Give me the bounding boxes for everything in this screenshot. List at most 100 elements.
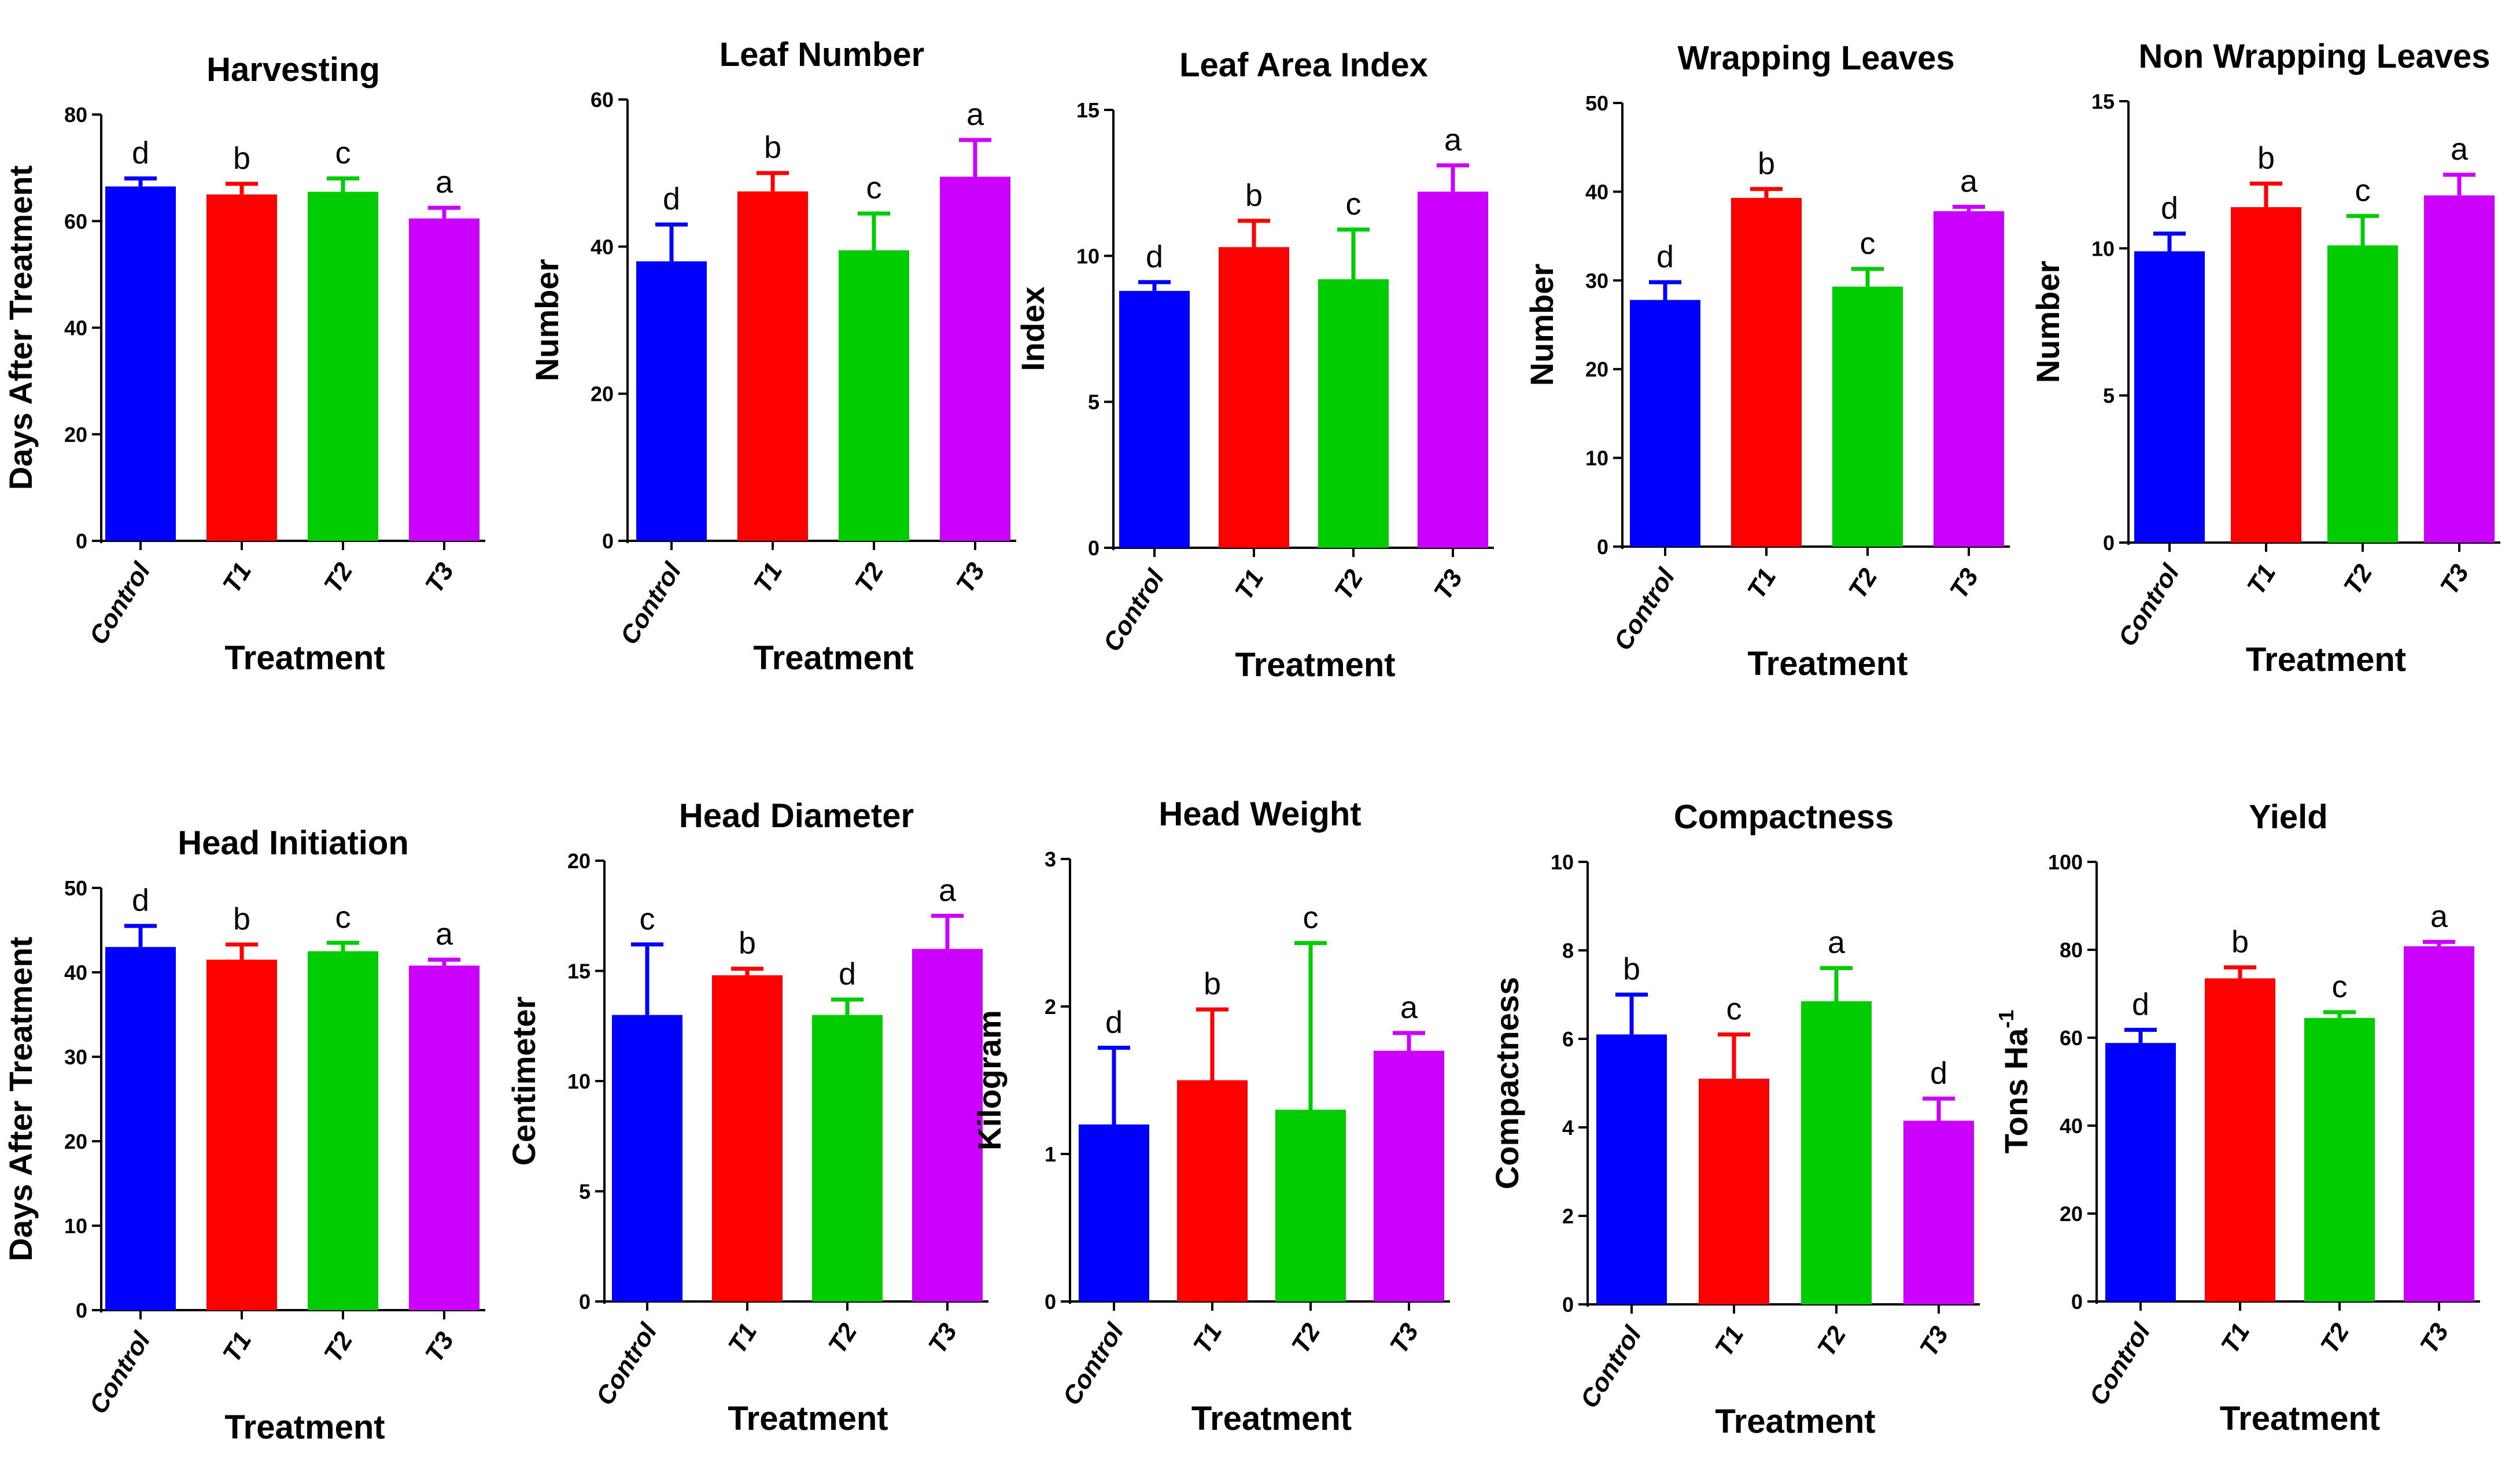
x-tick-label: Control — [1057, 1318, 1130, 1410]
significance-letter: a — [2430, 899, 2448, 934]
y-tick-label: 10 — [1585, 447, 1608, 470]
y-tick-label: 40 — [64, 961, 87, 984]
significance-letter: a — [1828, 925, 1846, 960]
bar-T1 — [206, 960, 277, 1310]
chart-panel-7: Head Weight 0 1 2 3 Kilogram d Control b T1 c T2 a T3… — [971, 795, 1450, 1437]
y-tick-label: 50 — [64, 876, 87, 900]
chart-panel-8: Compactness 0 2 4 6 8 10 Compactness b Control c T1… — [1489, 798, 1980, 1440]
y-axis-label: Compactness — [1489, 977, 1525, 1189]
x-axis-label: Treatment — [753, 639, 913, 677]
y-tick-label: 10 — [2091, 237, 2115, 260]
x-tick-label: T1 — [217, 1327, 257, 1367]
significance-letter: c — [335, 136, 351, 171]
y-axis-label: Tons Ha-1 — [1994, 1010, 2034, 1154]
bar-T2 — [308, 191, 378, 541]
x-tick-label: T2 — [2338, 559, 2378, 600]
x-axis-label: Treatment — [224, 1408, 385, 1446]
significance-letter: a — [436, 165, 453, 200]
chart-title: Head Weight — [1158, 795, 1361, 833]
significance-letter: b — [2257, 141, 2275, 175]
bar-T1 — [1177, 1080, 1248, 1301]
y-tick-label: 0 — [1088, 536, 1099, 560]
y-tick-label: 0 — [1045, 1290, 1056, 1314]
significance-letter: b — [1758, 146, 1775, 181]
bar-T3 — [2424, 195, 2495, 543]
bar-T2 — [2327, 245, 2398, 543]
y-tick-label: 30 — [64, 1045, 87, 1069]
y-tick-label: 10 — [64, 1214, 87, 1238]
significance-letter: c — [1860, 226, 1876, 261]
chart-panel-2: Leaf Area Index 0 5 10 15 Index d Control b T1 c T2… — [1014, 46, 1494, 684]
chart-title: Head Initiation — [178, 824, 409, 862]
y-tick-label: 15 — [567, 960, 591, 983]
x-tick-label: T2 — [823, 1318, 863, 1359]
y-tick-label: 5 — [2103, 384, 2115, 408]
chart-title: Wrapping Leaves — [1677, 39, 1954, 77]
y-tick-label: 20 — [2060, 1202, 2083, 1226]
y-tick-label: 40 — [591, 235, 614, 259]
significance-letter: d — [132, 136, 149, 171]
significance-letter: d — [2132, 987, 2149, 1022]
y-tick-label: 0 — [1597, 535, 1608, 559]
y-axis-label: Index — [1014, 286, 1051, 371]
bar-Control — [1630, 300, 1700, 547]
x-tick-label: T2 — [2315, 1318, 2355, 1359]
y-tick-label: 50 — [1585, 91, 1608, 115]
y-tick-label: 0 — [602, 529, 614, 553]
x-tick-label: T2 — [1329, 565, 1369, 605]
x-axis-label: Treatment — [224, 639, 385, 677]
chart-title: Leaf Number — [720, 36, 925, 73]
bar-Control — [2134, 251, 2205, 543]
bar-Control — [2105, 1043, 2176, 1301]
x-tick-label: T3 — [420, 558, 460, 598]
bar-T2 — [308, 951, 378, 1310]
bar-Control — [636, 261, 707, 541]
x-axis-label: Treatment — [2220, 1400, 2380, 1437]
x-tick-label: T1 — [1742, 563, 1782, 604]
bar-Control — [612, 1015, 682, 1301]
bar-T1 — [2231, 207, 2301, 543]
chart-panel-9: Yield 0 20 40 60 80 100 Tons Ha-1 d Control b T1 c T2… — [1994, 798, 2480, 1437]
x-tick-label: T1 — [217, 558, 257, 598]
chart-title: Yield — [2249, 798, 2327, 836]
y-tick-label: 2 — [1562, 1204, 1574, 1228]
bar-T3 — [1934, 211, 2004, 547]
significance-letter: a — [1444, 123, 1462, 157]
chart-panel-1: Leaf Number 0 20 40 60 Number d Control b T1 c T2 a T… — [529, 36, 1016, 677]
significance-letter: c — [866, 171, 882, 205]
y-tick-label: 5 — [1088, 390, 1099, 414]
y-axis-label: Number — [529, 259, 565, 382]
y-tick-label: 15 — [2091, 90, 2115, 113]
y-tick-label: 0 — [76, 529, 87, 553]
x-tick-label: T1 — [2216, 1318, 2256, 1359]
y-tick-label: 20 — [64, 423, 87, 447]
bar-T1 — [206, 194, 277, 541]
bar-T3 — [409, 965, 479, 1310]
y-tick-label: 40 — [2060, 1114, 2083, 1138]
bar-Control — [105, 186, 176, 541]
bar-T3 — [1903, 1120, 1974, 1304]
significance-letter: d — [839, 957, 856, 991]
x-tick-label: T3 — [1385, 1318, 1425, 1359]
x-tick-label: T2 — [319, 558, 359, 598]
y-tick-label: 30 — [1585, 269, 1608, 293]
y-tick-label: 80 — [64, 103, 87, 127]
x-tick-label: T3 — [1914, 1321, 1954, 1362]
chart-title: Harvesting — [206, 51, 380, 89]
y-tick-label: 5 — [579, 1180, 591, 1204]
bar-T1 — [712, 975, 783, 1301]
x-tick-label: T1 — [2242, 559, 2282, 600]
bar-T2 — [1801, 1001, 1872, 1304]
bar-T3 — [2404, 946, 2474, 1301]
x-tick-label: Control — [1608, 563, 1681, 655]
x-tick-label: T3 — [923, 1318, 963, 1359]
significance-letter: a — [2451, 132, 2469, 167]
bar-Control — [105, 947, 176, 1310]
x-axis-label: Treatment — [728, 1400, 888, 1437]
significance-letter: b — [2231, 924, 2249, 959]
y-axis-label: Centimeter — [506, 997, 542, 1166]
y-axis-label-superscript: -1 — [1994, 1010, 2018, 1028]
bar-T1 — [1699, 1078, 1769, 1304]
bar-T1 — [2205, 978, 2275, 1301]
